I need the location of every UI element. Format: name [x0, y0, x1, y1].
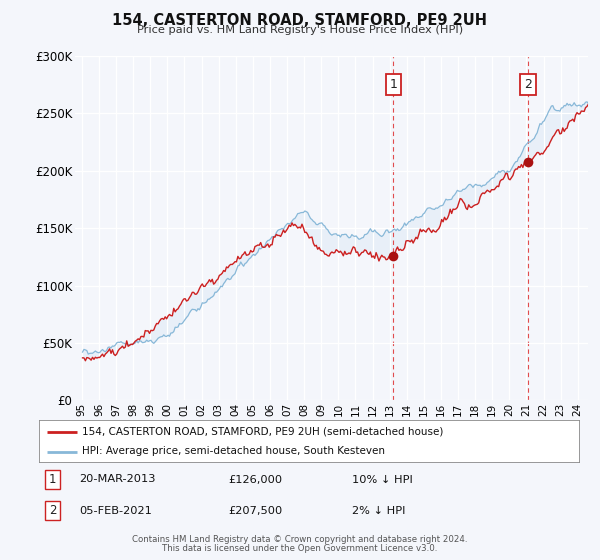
- Text: 05-FEB-2021: 05-FEB-2021: [79, 506, 152, 516]
- Text: 1: 1: [389, 78, 397, 91]
- Text: 2: 2: [49, 504, 56, 517]
- Text: 20-MAR-2013: 20-MAR-2013: [79, 474, 156, 484]
- Text: HPI: Average price, semi-detached house, South Kesteven: HPI: Average price, semi-detached house,…: [82, 446, 385, 456]
- Text: £126,000: £126,000: [228, 474, 282, 484]
- Text: 10% ↓ HPI: 10% ↓ HPI: [352, 474, 413, 484]
- Text: 2% ↓ HPI: 2% ↓ HPI: [352, 506, 406, 516]
- Text: £207,500: £207,500: [228, 506, 282, 516]
- Text: 1: 1: [49, 473, 56, 486]
- Text: This data is licensed under the Open Government Licence v3.0.: This data is licensed under the Open Gov…: [163, 544, 437, 553]
- Text: 154, CASTERTON ROAD, STAMFORD, PE9 2UH: 154, CASTERTON ROAD, STAMFORD, PE9 2UH: [113, 13, 487, 28]
- Text: Price paid vs. HM Land Registry's House Price Index (HPI): Price paid vs. HM Land Registry's House …: [137, 25, 463, 35]
- Text: Contains HM Land Registry data © Crown copyright and database right 2024.: Contains HM Land Registry data © Crown c…: [132, 535, 468, 544]
- Text: 2: 2: [524, 78, 532, 91]
- Text: 154, CASTERTON ROAD, STAMFORD, PE9 2UH (semi-detached house): 154, CASTERTON ROAD, STAMFORD, PE9 2UH (…: [82, 427, 443, 437]
